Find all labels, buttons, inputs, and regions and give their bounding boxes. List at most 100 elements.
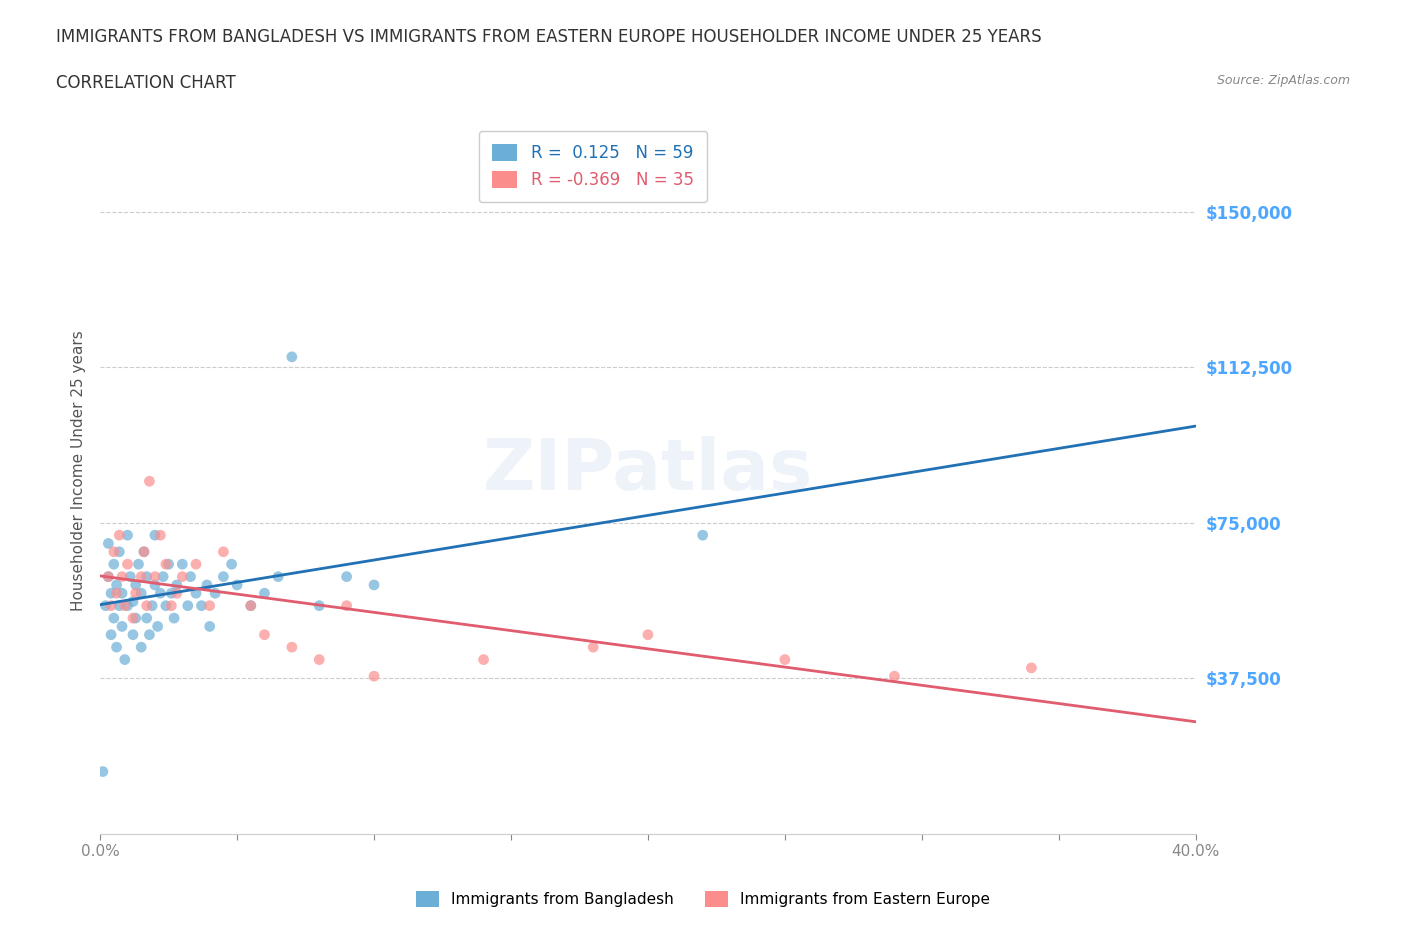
Text: Source: ZipAtlas.com: Source: ZipAtlas.com <box>1216 74 1350 87</box>
Point <box>91 764 114 779</box>
Point <box>692 527 714 542</box>
Point <box>114 652 136 667</box>
Point <box>883 669 905 684</box>
Point <box>143 527 166 542</box>
Point <box>100 586 122 601</box>
Point <box>149 527 172 542</box>
Point <box>143 569 166 584</box>
Point <box>125 611 148 626</box>
Point <box>105 640 128 655</box>
Point <box>122 627 145 642</box>
Point <box>117 557 139 572</box>
Point <box>172 557 194 572</box>
Point <box>122 611 145 626</box>
Point <box>117 598 139 613</box>
Point <box>138 627 160 642</box>
Point <box>111 586 134 601</box>
Y-axis label: Householder Income Under 25 years: Householder Income Under 25 years <box>72 330 86 611</box>
Point <box>180 569 202 584</box>
Point <box>212 569 235 584</box>
Point <box>108 598 131 613</box>
Point <box>120 569 142 584</box>
Point <box>239 598 262 613</box>
Point <box>143 578 166 592</box>
Point <box>166 586 188 601</box>
Point <box>108 544 131 559</box>
Point <box>253 627 276 642</box>
Point <box>184 557 207 572</box>
Point <box>117 527 139 542</box>
Text: IMMIGRANTS FROM BANGLADESH VS IMMIGRANTS FROM EASTERN EUROPE HOUSEHOLDER INCOME : IMMIGRANTS FROM BANGLADESH VS IMMIGRANTS… <box>56 28 1042 46</box>
Point <box>184 586 207 601</box>
Legend: R =  0.125   N = 59, R = -0.369   N = 35: R = 0.125 N = 59, R = -0.369 N = 35 <box>479 131 707 202</box>
Point <box>267 569 290 584</box>
Point <box>582 640 605 655</box>
Point <box>141 598 163 613</box>
Point <box>1021 660 1043 675</box>
Point <box>97 569 120 584</box>
Point <box>149 586 172 601</box>
Point <box>281 640 304 655</box>
Point <box>129 569 152 584</box>
Point <box>105 578 128 592</box>
Point <box>129 586 152 601</box>
Point <box>97 569 120 584</box>
Point <box>125 578 148 592</box>
Point <box>281 350 304 365</box>
Point <box>103 544 125 559</box>
Point <box>135 611 157 626</box>
Point <box>172 569 194 584</box>
Point <box>190 598 212 613</box>
Point <box>773 652 796 667</box>
Point <box>108 527 131 542</box>
Point <box>160 586 183 601</box>
Point <box>111 569 134 584</box>
Point <box>100 598 122 613</box>
Point <box>146 619 169 634</box>
Point <box>308 598 330 613</box>
Point <box>163 611 186 626</box>
Point <box>100 627 122 642</box>
Point <box>253 586 276 601</box>
Point <box>160 598 183 613</box>
Point <box>336 569 359 584</box>
Point <box>308 652 330 667</box>
Point <box>198 598 221 613</box>
Point <box>129 640 152 655</box>
Point <box>177 598 200 613</box>
Point <box>111 619 134 634</box>
Point <box>198 619 221 634</box>
Point <box>103 557 125 572</box>
Point <box>212 544 235 559</box>
Point <box>135 598 157 613</box>
Point <box>138 473 160 488</box>
Point <box>226 578 249 592</box>
Point <box>125 586 148 601</box>
Point <box>363 578 385 592</box>
Point <box>239 598 262 613</box>
Point <box>94 598 117 613</box>
Point <box>127 557 149 572</box>
Point <box>122 594 145 609</box>
Point <box>195 578 218 592</box>
Point <box>135 569 157 584</box>
Point <box>132 544 155 559</box>
Point <box>105 586 128 601</box>
Point <box>221 557 243 572</box>
Point <box>132 544 155 559</box>
Legend: Immigrants from Bangladesh, Immigrants from Eastern Europe: Immigrants from Bangladesh, Immigrants f… <box>411 884 995 913</box>
Point <box>157 557 180 572</box>
Point <box>97 536 120 551</box>
Point <box>114 598 136 613</box>
Point <box>637 627 659 642</box>
Point <box>472 652 495 667</box>
Point <box>336 598 359 613</box>
Text: CORRELATION CHART: CORRELATION CHART <box>56 74 236 92</box>
Point <box>103 611 125 626</box>
Point <box>363 669 385 684</box>
Point <box>166 578 188 592</box>
Point <box>155 557 177 572</box>
Point <box>204 586 226 601</box>
Text: ZIPatlas: ZIPatlas <box>482 436 813 505</box>
Point <box>152 569 174 584</box>
